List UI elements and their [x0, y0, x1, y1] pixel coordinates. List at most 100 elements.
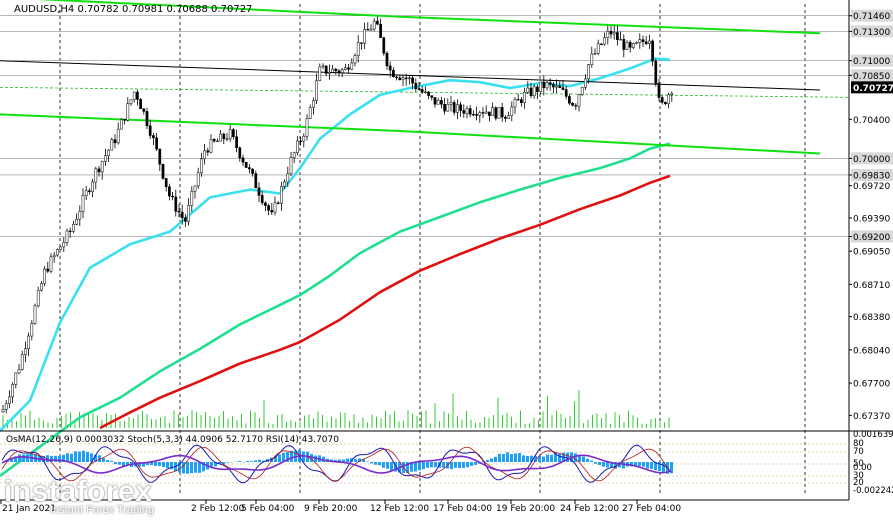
osma-bar	[422, 462, 425, 469]
candle	[104, 149, 106, 166]
price-tick-label-9: 0.69200	[853, 233, 890, 243]
candle	[565, 86, 567, 99]
osma-bar	[194, 462, 197, 473]
osma-bar	[474, 462, 477, 465]
candle	[424, 87, 426, 94]
osma-bar	[490, 458, 493, 462]
candle	[127, 97, 129, 121]
candle	[175, 190, 177, 217]
candle	[28, 333, 30, 357]
candle	[399, 75, 401, 80]
price-tick-label-7: 0.69720	[853, 182, 890, 192]
candle	[261, 191, 263, 205]
osma-bar	[158, 462, 161, 466]
candle	[15, 372, 17, 388]
osma-bar	[458, 462, 461, 468]
candle	[354, 53, 356, 66]
candle	[191, 186, 193, 212]
candle	[223, 133, 225, 144]
candle	[303, 133, 305, 147]
candle	[540, 82, 542, 94]
osma-bar	[510, 454, 513, 462]
candle	[152, 133, 154, 145]
candle	[50, 253, 52, 273]
osma-bar	[506, 452, 509, 462]
candle	[578, 94, 580, 112]
price-tick-label-2: 0.71000	[853, 57, 890, 67]
candle	[236, 130, 238, 153]
candle	[2, 405, 4, 413]
candle	[616, 26, 618, 46]
osma-bar	[210, 462, 213, 467]
symbol-header: AUDUSD,H4 0.70782 0.70981 0.70688 0.7072…	[14, 4, 252, 15]
candle	[130, 99, 132, 105]
candle	[220, 130, 222, 141]
candle	[527, 81, 529, 94]
candle	[88, 188, 90, 194]
osma-bar	[606, 462, 609, 468]
price-tick-label-3: 0.70850	[853, 72, 890, 82]
candle	[508, 112, 510, 119]
candle	[143, 108, 145, 114]
candle	[556, 79, 558, 93]
candle	[610, 26, 612, 38]
candle	[373, 18, 375, 31]
candle	[524, 88, 526, 109]
osma-bar	[454, 462, 457, 468]
candle	[613, 25, 615, 39]
osma-bar	[18, 455, 21, 462]
price-tick-label-5: 0.70000	[853, 155, 890, 165]
candle	[591, 47, 593, 68]
candle	[34, 304, 36, 325]
candle	[124, 119, 126, 124]
osma-bar	[102, 458, 105, 462]
osma-bar	[434, 462, 437, 467]
osma-bar	[426, 462, 429, 468]
price-tick-label-8: 0.69390	[853, 214, 890, 224]
candle	[31, 320, 33, 340]
osma-bar	[590, 461, 593, 462]
candle	[290, 152, 292, 176]
osma-bar	[430, 462, 433, 467]
series-line-MA-fast	[0, 59, 670, 431]
candle	[40, 281, 42, 292]
osma-bar	[518, 453, 521, 462]
candle	[210, 134, 212, 153]
candle	[655, 59, 657, 87]
candle	[456, 99, 458, 119]
candle	[47, 262, 49, 273]
candle	[472, 110, 474, 116]
price-tick-label-0: 0.71460	[853, 12, 890, 22]
candle	[572, 102, 574, 106]
candle	[360, 43, 362, 50]
candle	[245, 162, 247, 168]
osma-bar	[542, 457, 545, 462]
candle	[376, 16, 378, 25]
series-line-channel-lower	[0, 114, 820, 153]
candle	[264, 201, 266, 211]
candle	[18, 364, 20, 374]
candle	[370, 24, 372, 30]
osma-bar	[378, 462, 381, 465]
osma-bar	[110, 461, 113, 462]
osma-bar	[250, 461, 253, 462]
candle	[258, 182, 260, 202]
candle	[636, 41, 638, 44]
candle	[402, 75, 404, 86]
candle	[8, 390, 10, 408]
osma-bar	[646, 462, 649, 469]
osma-bar	[622, 462, 625, 468]
candle	[277, 201, 279, 204]
candle	[341, 68, 343, 77]
osc-tick-label-6: 0.00	[853, 463, 872, 473]
brand-tagline: Instant Forex Trading	[50, 504, 154, 516]
osma-bar	[486, 460, 489, 462]
candle	[380, 19, 382, 38]
candle	[364, 23, 366, 49]
candle	[271, 203, 273, 215]
osma-bar	[82, 451, 85, 462]
time-tick-label-3: 9 Feb 20:00	[304, 504, 358, 514]
candle	[498, 107, 500, 118]
candle	[501, 103, 503, 122]
